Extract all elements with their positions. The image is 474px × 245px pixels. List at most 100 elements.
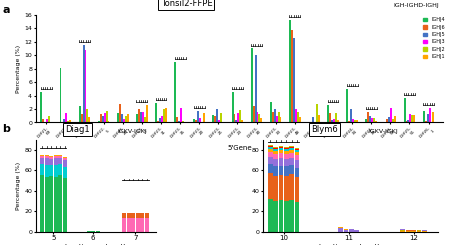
Bar <box>346 89 348 122</box>
Bar <box>234 114 236 122</box>
Bar <box>131 218 135 232</box>
Bar <box>155 103 157 122</box>
Bar <box>403 98 406 122</box>
Bar <box>273 176 278 201</box>
Bar <box>106 111 108 122</box>
Bar <box>161 116 163 122</box>
Bar <box>273 149 278 151</box>
Bar <box>369 115 371 122</box>
Bar <box>100 113 101 122</box>
Bar <box>356 120 358 122</box>
Bar <box>294 150 299 152</box>
Bar <box>289 153 294 158</box>
Bar <box>49 176 53 232</box>
Bar <box>294 149 299 150</box>
Bar <box>365 119 367 122</box>
Bar <box>268 164 273 173</box>
Bar <box>176 117 178 122</box>
Bar <box>417 231 421 232</box>
Bar <box>54 158 57 165</box>
Bar <box>289 174 294 200</box>
Bar <box>327 105 329 122</box>
Text: Blym6: Blym6 <box>311 125 338 134</box>
Bar <box>410 114 411 122</box>
Bar <box>316 104 318 122</box>
X-axis label: Junction aa length: Junction aa length <box>319 244 383 245</box>
Bar <box>241 120 243 122</box>
Bar <box>279 147 283 148</box>
Bar <box>140 112 142 122</box>
Bar <box>253 106 255 122</box>
Bar <box>40 175 44 232</box>
Bar <box>338 227 343 228</box>
Bar <box>63 160 67 167</box>
Bar <box>273 159 278 166</box>
Bar <box>117 113 119 122</box>
Bar <box>49 165 53 176</box>
Bar <box>413 115 415 122</box>
Bar <box>354 120 356 122</box>
Bar <box>284 154 289 159</box>
Bar <box>411 231 416 232</box>
Bar <box>284 176 289 201</box>
Bar <box>123 119 125 122</box>
Bar <box>136 114 138 122</box>
Bar <box>140 218 144 232</box>
Bar <box>294 177 299 202</box>
Bar <box>289 146 294 147</box>
Bar <box>406 121 408 122</box>
Bar <box>273 151 278 154</box>
Bar <box>60 68 62 122</box>
Bar <box>180 108 182 122</box>
Bar <box>401 230 405 231</box>
Bar <box>67 121 69 122</box>
Bar <box>182 121 184 122</box>
Bar <box>348 121 350 122</box>
Bar <box>335 113 337 122</box>
Bar <box>268 157 273 164</box>
Bar <box>344 229 348 230</box>
Bar <box>386 119 388 122</box>
Bar <box>40 164 44 175</box>
Y-axis label: Percentage (%): Percentage (%) <box>17 161 21 210</box>
Bar <box>289 200 294 232</box>
Bar <box>279 150 283 153</box>
Bar <box>214 116 216 122</box>
Bar <box>255 55 256 122</box>
Bar <box>142 112 144 122</box>
Bar <box>371 118 373 122</box>
Bar <box>284 147 289 148</box>
Bar <box>367 111 369 122</box>
Bar <box>119 104 121 122</box>
Bar <box>84 50 86 122</box>
Bar <box>58 156 62 158</box>
Bar <box>49 157 53 159</box>
Bar <box>49 159 53 165</box>
Text: IGKV-IGKJ: IGKV-IGKJ <box>118 129 147 134</box>
Bar <box>45 177 48 232</box>
Bar <box>273 109 276 122</box>
Bar <box>284 151 289 154</box>
Bar <box>63 157 67 158</box>
Bar <box>284 149 289 151</box>
Bar <box>422 231 427 232</box>
Bar <box>284 148 289 149</box>
Bar <box>294 202 299 232</box>
Bar <box>220 113 222 122</box>
Bar <box>273 201 278 232</box>
Bar <box>58 155 62 156</box>
Bar <box>48 116 50 122</box>
Bar <box>423 111 425 122</box>
Bar <box>63 178 67 232</box>
Bar <box>390 108 392 122</box>
Bar <box>145 213 149 218</box>
Bar <box>284 201 289 232</box>
Bar <box>54 177 57 232</box>
Bar <box>331 120 333 122</box>
Bar <box>294 148 299 149</box>
Bar <box>239 110 241 122</box>
Bar <box>337 120 339 122</box>
Bar <box>121 114 123 122</box>
Bar <box>273 147 278 148</box>
Bar <box>127 213 131 218</box>
